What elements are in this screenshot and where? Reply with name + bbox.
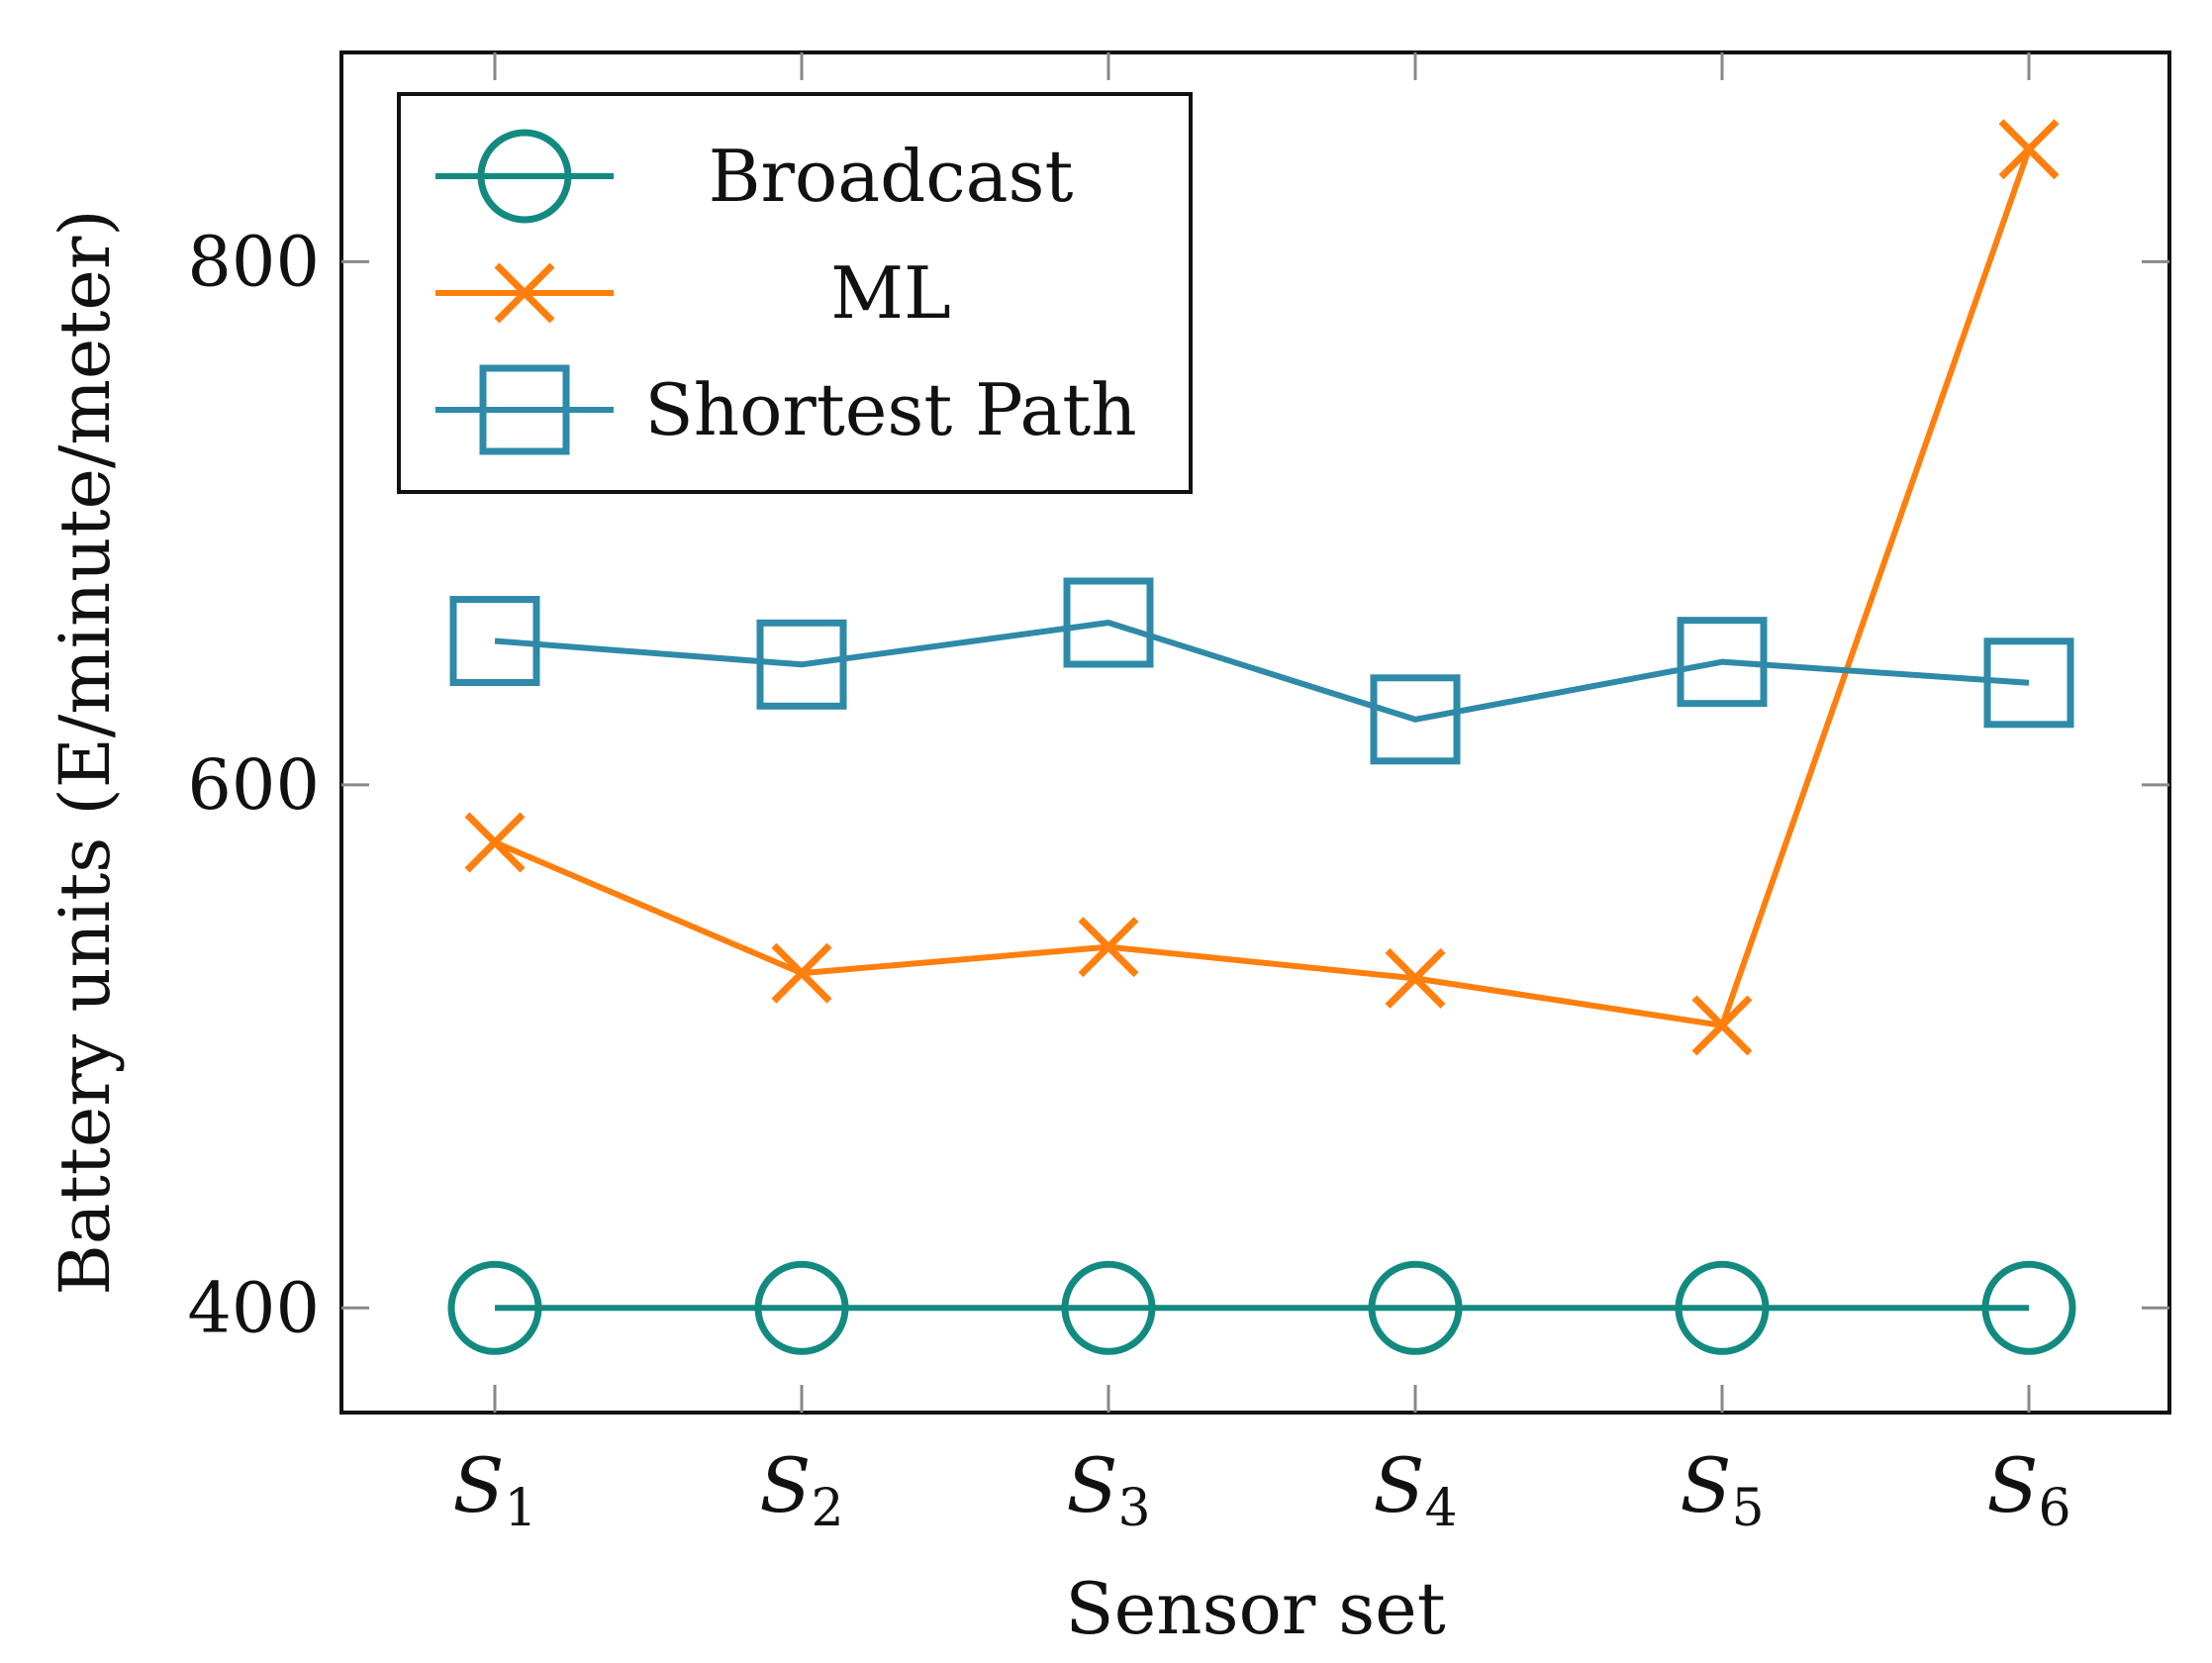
y-tick-label: 800 bbox=[187, 221, 320, 302]
x-marker-stroke bbox=[1691, 995, 1753, 1056]
y-tick-label: 600 bbox=[187, 744, 320, 826]
legend-label-shortest-path: Shortest Path bbox=[644, 368, 1136, 451]
x-marker-stroke bbox=[1998, 119, 2060, 180]
data-point-ml bbox=[464, 812, 526, 873]
data-point-ml bbox=[1078, 917, 1139, 978]
data-point-broadcast bbox=[1368, 1260, 1463, 1355]
data-point-ml bbox=[1998, 119, 2060, 180]
axis-ticks: 400 600 800 S1 S2 S3 S4 S5 S6 bbox=[187, 52, 2169, 1538]
legend-marker-shortest-path bbox=[479, 364, 570, 455]
y-axis-title: Battery units (E/minute/meter) bbox=[45, 209, 126, 1295]
data-point-shortest-path bbox=[1370, 674, 1461, 765]
data-point-broadcast bbox=[1061, 1260, 1156, 1355]
legend: Broadcast ML Shortest Path bbox=[397, 92, 1193, 494]
data-point-ml bbox=[1691, 995, 1753, 1056]
data-point-shortest-path bbox=[756, 619, 847, 710]
x-axis-title: Sensor set bbox=[1065, 1567, 1445, 1650]
legend-marker-broadcast bbox=[477, 129, 572, 224]
x-tick-label: S3 bbox=[1066, 1441, 1150, 1538]
legend-marker-ml bbox=[494, 262, 555, 324]
series-line-ml bbox=[493, 147, 2032, 1028]
x-tick-label: S6 bbox=[1986, 1441, 2070, 1538]
x-tick-label: S5 bbox=[1680, 1441, 1764, 1538]
data-point-broadcast bbox=[1675, 1260, 1770, 1355]
data-point-broadcast bbox=[1981, 1260, 2076, 1355]
data-point-shortest-path bbox=[1677, 617, 1768, 708]
data-point-shortest-path bbox=[449, 596, 540, 687]
x-marker-stroke bbox=[464, 812, 526, 873]
plot-frame bbox=[339, 50, 2171, 1415]
data-point-broadcast bbox=[447, 1260, 542, 1355]
x-tick-label: S2 bbox=[759, 1441, 843, 1538]
x-marker-stroke bbox=[1078, 917, 1139, 978]
y-tick-label: 400 bbox=[187, 1267, 320, 1348]
legend-label-broadcast: Broadcast bbox=[709, 135, 1074, 218]
data-point-ml bbox=[1385, 947, 1446, 1009]
data-point-broadcast bbox=[754, 1260, 849, 1355]
x-tick-label: S4 bbox=[1373, 1441, 1457, 1538]
series-line-shortest-path bbox=[494, 620, 2030, 723]
data-point-shortest-path bbox=[1983, 637, 2074, 729]
x-marker-stroke bbox=[494, 262, 555, 324]
data-point-shortest-path bbox=[1063, 577, 1154, 668]
plot-marks bbox=[447, 119, 2076, 1355]
legend-label-ml: ML bbox=[830, 251, 951, 335]
x-tick-label: S1 bbox=[452, 1441, 536, 1538]
data-point-ml bbox=[771, 942, 832, 1004]
x-marker-stroke bbox=[771, 942, 832, 1004]
x-marker-stroke bbox=[1385, 947, 1446, 1009]
